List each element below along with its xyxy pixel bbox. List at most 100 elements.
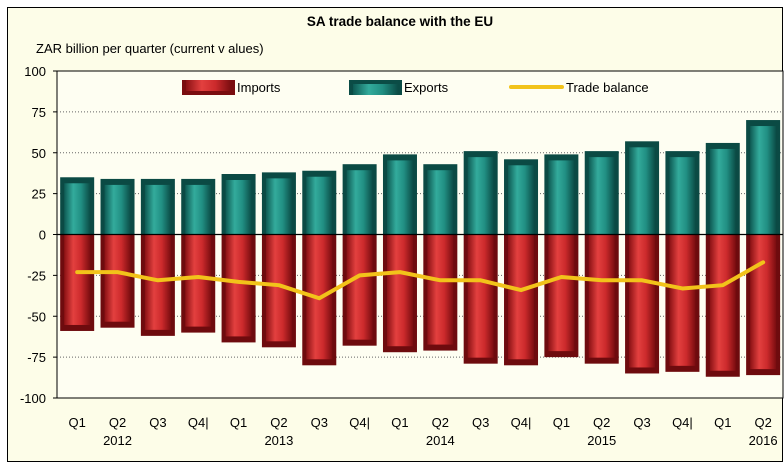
y-axis-label: ZAR billion per quarter (current v alues…	[36, 41, 264, 56]
exports-bar	[221, 174, 256, 235]
imports-bar-face	[548, 234, 575, 352]
x-tick-label: Q3	[472, 415, 489, 430]
exports-bar-face	[508, 165, 535, 235]
imports-bar-face	[588, 234, 615, 358]
exports-bar-face	[306, 176, 333, 235]
imports-bar	[382, 234, 417, 353]
exports-bar-face	[588, 157, 615, 235]
exports-bar	[382, 154, 417, 235]
imports-bar-face	[669, 234, 696, 366]
exports-bar	[181, 178, 216, 235]
exports-bar-face	[265, 178, 292, 235]
imports-bar-face	[709, 234, 736, 371]
y-tick-label: 100	[24, 64, 46, 79]
imports-bar-face	[185, 234, 212, 327]
imports-bar	[504, 234, 539, 366]
legend-swatch-exports-face	[353, 84, 398, 95]
x-tick-label: Q2	[109, 415, 126, 430]
exports-bar	[140, 178, 175, 235]
exports-bar-face	[386, 160, 413, 235]
imports-bar	[100, 234, 135, 328]
imports-bar	[221, 234, 256, 343]
legend-label-trade-balance: Trade balance	[566, 80, 649, 95]
chart-title: SA trade balance with the EU	[307, 14, 493, 29]
year-label: 2013	[264, 433, 293, 448]
legend-swatch-imports-face	[186, 80, 231, 91]
imports-bar	[705, 234, 740, 377]
imports-bar	[261, 234, 296, 348]
imports-bar	[60, 234, 95, 331]
exports-bar	[544, 154, 579, 235]
imports-bar	[423, 234, 458, 351]
imports-bar	[302, 234, 337, 366]
exports-bar	[705, 142, 740, 235]
exports-bar-face	[64, 183, 91, 235]
exports-bar-face	[104, 184, 131, 235]
exports-bar	[584, 151, 619, 235]
x-tick-label: Q2	[432, 415, 449, 430]
year-label: 2016	[749, 433, 778, 448]
exports-bar	[100, 178, 135, 235]
imports-bar-face	[629, 234, 656, 368]
x-tick-label: Q1	[230, 415, 247, 430]
imports-bar	[665, 234, 700, 372]
x-tick-labels: Q1 Q2 2012 Q3 Q4| Q1 Q2 2013 Q3 Q4| Q1 Q2 2014 Q3 Q4| Q…	[69, 415, 778, 448]
imports-bar-face	[508, 234, 535, 360]
imports-bar-face	[104, 234, 131, 322]
imports-bar	[544, 234, 579, 358]
exports-bar-face	[185, 184, 212, 235]
imports-bar	[584, 234, 619, 364]
y-tick-label: 75	[32, 105, 46, 120]
imports-bar-face	[225, 234, 252, 337]
x-tick-label: Q3	[633, 415, 650, 430]
exports-bar	[423, 164, 458, 235]
imports-bar	[463, 234, 498, 364]
exports-bar-face	[750, 126, 777, 235]
exports-bar	[302, 170, 337, 235]
exports-bar-face	[427, 170, 454, 235]
x-tick-label: Q4|	[511, 415, 532, 430]
x-tick-label: Q2	[754, 415, 771, 430]
x-tick-label: Q3	[149, 415, 166, 430]
imports-bar	[140, 234, 175, 336]
y-tick-label: 50	[32, 146, 46, 161]
imports-bar	[342, 234, 377, 346]
year-label: 2014	[426, 433, 455, 448]
exports-bar-face	[629, 147, 656, 235]
imports-bar-face	[467, 234, 494, 358]
x-tick-label: Q1	[391, 415, 408, 430]
x-tick-label: Q2	[270, 415, 287, 430]
year-label: 2015	[587, 433, 616, 448]
bars	[60, 120, 781, 377]
exports-bar-face	[346, 170, 373, 235]
y-tick-label: -25	[27, 268, 46, 283]
x-tick-label: Q4|	[349, 415, 370, 430]
exports-bar	[665, 151, 700, 235]
exports-bar	[463, 151, 498, 235]
legend-label-exports: Exports	[404, 80, 449, 95]
exports-bar-face	[709, 148, 736, 235]
y-tick-label: -75	[27, 350, 46, 365]
x-tick-label: Q1	[714, 415, 731, 430]
y-tick-labels: 100 75 50 25 0 -25 -50 -75 -100	[20, 64, 46, 406]
exports-bar	[746, 120, 781, 235]
exports-bar-face	[669, 157, 696, 235]
year-label: 2012	[103, 433, 132, 448]
y-tick-label: 25	[32, 187, 46, 202]
exports-bar-face	[225, 180, 252, 235]
legend-label-imports: Imports	[237, 80, 281, 95]
exports-bar	[504, 159, 539, 235]
x-tick-label: Q4|	[672, 415, 693, 430]
imports-bar	[625, 234, 660, 374]
imports-bar	[181, 234, 216, 333]
y-tick-label: -50	[27, 309, 46, 324]
trade-balance-line	[75, 260, 766, 301]
x-tick-label: Q3	[311, 415, 328, 430]
x-tick-label: Q2	[593, 415, 610, 430]
imports-bar-face	[346, 234, 373, 340]
imports-bar-face	[750, 234, 777, 370]
exports-bar	[625, 141, 660, 235]
x-tick-label: Q1	[553, 415, 570, 430]
exports-bar-face	[144, 184, 171, 235]
